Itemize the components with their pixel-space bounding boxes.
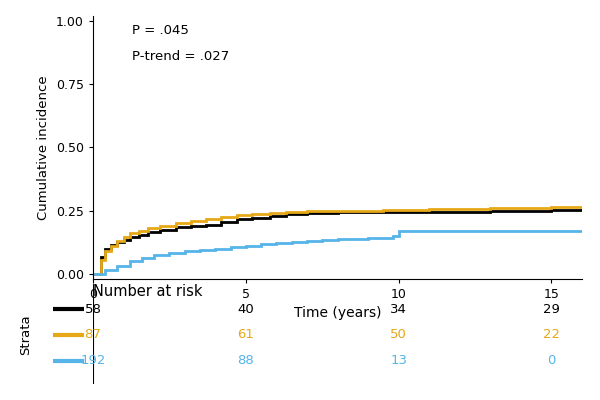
Text: 61: 61 — [238, 328, 254, 342]
X-axis label: Time (years): Time (years) — [294, 306, 381, 320]
Text: 192: 192 — [80, 354, 106, 367]
Text: Strata: Strata — [19, 315, 32, 355]
Text: 22: 22 — [543, 328, 560, 342]
Text: 0: 0 — [547, 354, 556, 367]
Text: 29: 29 — [543, 303, 560, 316]
Text: Number at risk: Number at risk — [93, 284, 203, 298]
Text: P-trend = .027: P-trend = .027 — [132, 50, 229, 63]
Y-axis label: Cumulative incidence: Cumulative incidence — [37, 75, 50, 220]
Text: 34: 34 — [390, 303, 407, 316]
Text: 13: 13 — [390, 354, 407, 367]
Text: 50: 50 — [390, 328, 407, 342]
Text: 87: 87 — [85, 328, 101, 342]
Text: 40: 40 — [238, 303, 254, 316]
Text: 88: 88 — [238, 354, 254, 367]
Text: 58: 58 — [85, 303, 101, 316]
Text: P = .045: P = .045 — [132, 24, 189, 37]
